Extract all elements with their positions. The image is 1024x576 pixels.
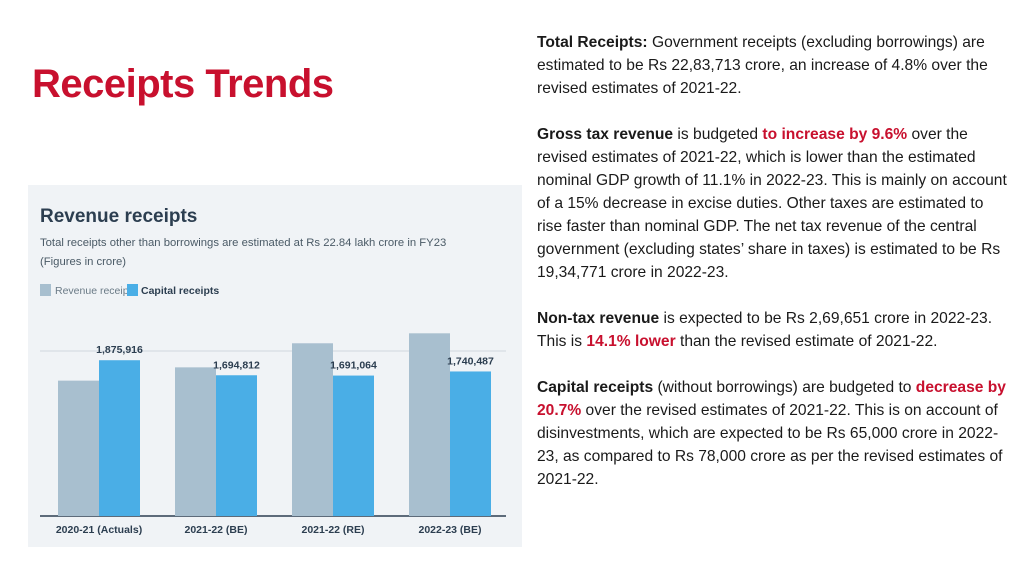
non-tax-lead: Non-tax revenue bbox=[537, 310, 660, 327]
capital-receipts-paragraph: Capital receipts (without borrowings) ar… bbox=[537, 376, 1007, 491]
non-tax-paragraph: Non-tax revenue is expected to be Rs 2,6… bbox=[537, 307, 1007, 353]
bar-revenue-2 bbox=[175, 367, 216, 516]
x-tick-label-4: 2022-23 (BE) bbox=[418, 524, 481, 536]
legend-label-revenue: Revenue receipts bbox=[55, 285, 137, 297]
chart-svg: Revenue receipts Total receipts other th… bbox=[40, 206, 506, 536]
bars-group bbox=[58, 333, 491, 516]
chart-subtitle: Total receipts other than borrowings are… bbox=[40, 237, 446, 249]
bar-capital-2 bbox=[216, 375, 257, 516]
bar-capital-1 bbox=[99, 360, 140, 516]
x-tick-labels-group: 2020-21 (Actuals) 2021-22 (BE) 2021-22 (RE… bbox=[56, 524, 482, 536]
gross-tax-highlight: to increase by 9.6% bbox=[762, 126, 908, 143]
x-tick-label-1: 2020-21 (Actuals) bbox=[56, 524, 142, 536]
non-tax-text-1: is expected to be Rs 2,69,651 crore in 2… bbox=[537, 310, 993, 350]
bar-revenue-3 bbox=[292, 343, 333, 516]
page-title: Receipts Trends bbox=[32, 62, 334, 106]
total-receipts-text: Government receipts (excluding borrowing… bbox=[537, 34, 988, 97]
gross-tax-text-1: is budgeted bbox=[673, 126, 763, 143]
chart-units-note: (Figures in crore) bbox=[40, 256, 126, 268]
data-label-capital-2: 1,694,812 bbox=[213, 359, 260, 371]
total-receipts-paragraph: Total Receipts: Government receipts (exc… bbox=[537, 31, 1007, 100]
chart-title: Revenue receipts bbox=[40, 206, 197, 227]
data-label-capital-3: 1,691,064 bbox=[330, 360, 377, 372]
bar-revenue-1 bbox=[58, 380, 99, 516]
non-tax-text-2: than the revised estimate of 2021-22. bbox=[675, 333, 938, 350]
capital-receipts-text-1: (without borrowings) are budgeted to bbox=[653, 379, 916, 396]
gross-tax-paragraph: Gross tax revenue is budgeted to increas… bbox=[537, 123, 1007, 284]
data-label-capital-4: 1,740,487 bbox=[447, 355, 494, 367]
capital-receipts-text-2: over the revised estimates of 2021-22. T… bbox=[537, 402, 1003, 488]
x-tick-label-3: 2021-22 (RE) bbox=[301, 524, 364, 536]
bar-revenue-4 bbox=[409, 333, 450, 516]
non-tax-highlight: 14.1% lower bbox=[586, 333, 676, 350]
data-label-capital-1: 1,875,916 bbox=[96, 344, 143, 356]
x-tick-label-2: 2021-22 (BE) bbox=[184, 524, 247, 536]
capital-receipts-lead: Capital receipts bbox=[537, 379, 654, 396]
total-receipts-lead: Total Receipts: bbox=[537, 34, 648, 51]
data-labels-group: 1,875,916 1,694,812 1,691,064 1,740,487 bbox=[96, 344, 494, 371]
gross-tax-lead: Gross tax revenue bbox=[537, 126, 674, 143]
legend-swatch-revenue bbox=[40, 284, 51, 296]
gross-tax-text-2: over the revised estimates of 2021-22, w… bbox=[537, 126, 1007, 281]
capital-receipts-highlight: decrease by 20.7% bbox=[537, 379, 1006, 419]
legend-label-capital: Capital receipts bbox=[141, 285, 219, 297]
revenue-receipts-chart: Revenue receipts Total receipts other th… bbox=[28, 185, 522, 547]
analysis-text: Total Receipts: Government receipts (exc… bbox=[537, 31, 1007, 514]
bar-capital-4 bbox=[450, 371, 491, 516]
legend-swatch-capital bbox=[127, 284, 138, 296]
bar-capital-3 bbox=[333, 375, 374, 516]
